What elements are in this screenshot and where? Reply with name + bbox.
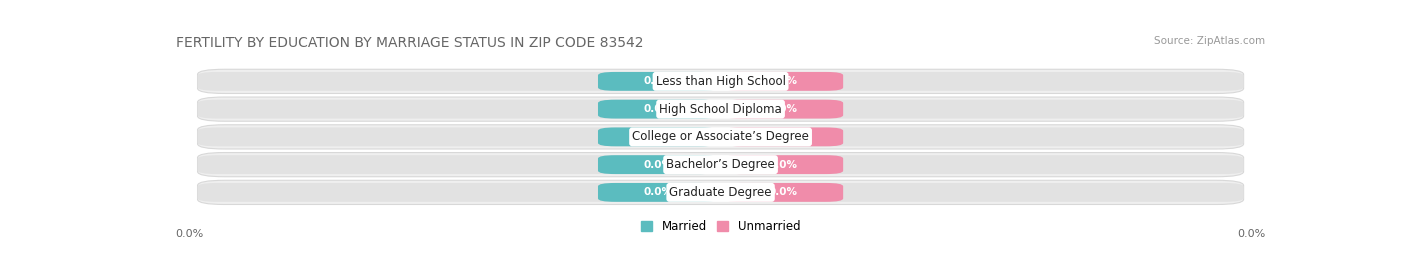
FancyBboxPatch shape bbox=[723, 183, 1244, 202]
FancyBboxPatch shape bbox=[723, 183, 844, 202]
Text: College or Associate’s Degree: College or Associate’s Degree bbox=[633, 130, 808, 143]
FancyBboxPatch shape bbox=[197, 97, 1244, 121]
Text: 0.0%: 0.0% bbox=[644, 76, 672, 86]
FancyBboxPatch shape bbox=[723, 100, 844, 119]
FancyBboxPatch shape bbox=[723, 100, 1244, 119]
FancyBboxPatch shape bbox=[598, 100, 718, 119]
Text: FERTILITY BY EDUCATION BY MARRIAGE STATUS IN ZIP CODE 83542: FERTILITY BY EDUCATION BY MARRIAGE STATU… bbox=[176, 36, 644, 50]
FancyBboxPatch shape bbox=[197, 155, 718, 174]
FancyBboxPatch shape bbox=[197, 100, 718, 119]
Text: 0.0%: 0.0% bbox=[1237, 229, 1265, 239]
Text: 0.0%: 0.0% bbox=[644, 160, 672, 170]
FancyBboxPatch shape bbox=[723, 155, 844, 174]
FancyBboxPatch shape bbox=[197, 183, 718, 202]
FancyBboxPatch shape bbox=[723, 72, 844, 91]
Text: 0.0%: 0.0% bbox=[769, 187, 797, 197]
Text: 0.0%: 0.0% bbox=[644, 187, 672, 197]
Text: 0.0%: 0.0% bbox=[176, 229, 204, 239]
FancyBboxPatch shape bbox=[723, 72, 1244, 91]
FancyBboxPatch shape bbox=[723, 128, 844, 146]
Text: 0.0%: 0.0% bbox=[769, 76, 797, 86]
Text: Less than High School: Less than High School bbox=[655, 75, 786, 88]
Text: High School Diploma: High School Diploma bbox=[659, 103, 782, 116]
FancyBboxPatch shape bbox=[723, 128, 1244, 146]
Text: 0.0%: 0.0% bbox=[644, 104, 672, 114]
FancyBboxPatch shape bbox=[197, 180, 1244, 204]
Text: 0.0%: 0.0% bbox=[769, 104, 797, 114]
Text: Graduate Degree: Graduate Degree bbox=[669, 186, 772, 199]
FancyBboxPatch shape bbox=[598, 183, 718, 202]
FancyBboxPatch shape bbox=[197, 128, 718, 146]
Text: 0.0%: 0.0% bbox=[769, 132, 797, 142]
FancyBboxPatch shape bbox=[197, 125, 1244, 149]
FancyBboxPatch shape bbox=[197, 72, 718, 91]
FancyBboxPatch shape bbox=[197, 69, 1244, 93]
Text: Bachelor’s Degree: Bachelor’s Degree bbox=[666, 158, 775, 171]
Text: 0.0%: 0.0% bbox=[769, 160, 797, 170]
FancyBboxPatch shape bbox=[598, 155, 718, 174]
FancyBboxPatch shape bbox=[598, 128, 718, 146]
Legend: Married, Unmarried: Married, Unmarried bbox=[636, 215, 806, 238]
Text: Source: ZipAtlas.com: Source: ZipAtlas.com bbox=[1154, 36, 1265, 47]
FancyBboxPatch shape bbox=[598, 72, 718, 91]
FancyBboxPatch shape bbox=[197, 153, 1244, 177]
Text: 0.0%: 0.0% bbox=[644, 132, 672, 142]
FancyBboxPatch shape bbox=[723, 155, 1244, 174]
